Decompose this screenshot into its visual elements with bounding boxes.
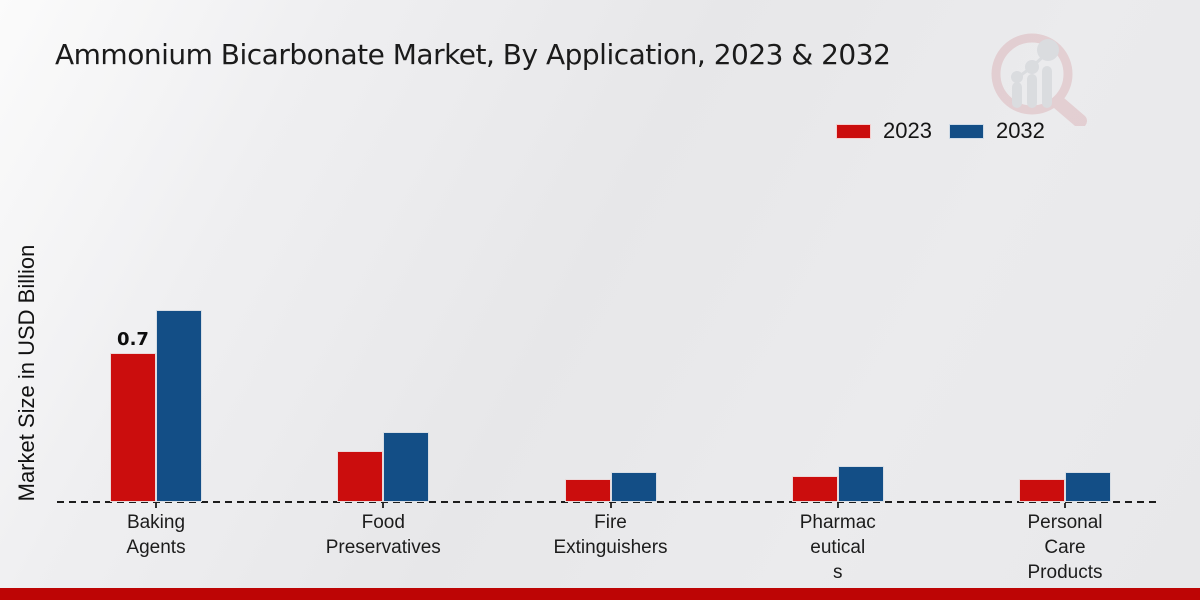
bar-value-label-2023-baking-agents: 0.7: [117, 329, 149, 350]
bar-icon-large: [1042, 66, 1052, 108]
x-axis-tick-personal-care-products: [1064, 503, 1066, 508]
bar-2032-fire-extinguishers: [610, 472, 657, 502]
x-axis-label-pharmaceuticals: Pharmac eutical s: [799, 512, 876, 584]
plot-area: Baking Agents Food Preservatives Fire Exti…: [57, 100, 1158, 583]
x-axis-label-baking-agents: Baking Agents: [126, 512, 186, 559]
bar-2032-food-preservatives: [383, 432, 430, 502]
bar-icon-small: [1012, 82, 1022, 108]
legend-label-2032: 2032: [995, 118, 1045, 143]
x-axis-label-food-preservatives: Food Preservatives: [325, 512, 441, 559]
bar-2023-personal-care-products: [1019, 479, 1065, 502]
legend-swatch-2023: [836, 123, 871, 139]
bar-2032-personal-care-products: [1065, 472, 1111, 502]
dot-icon-large: [1037, 39, 1059, 61]
bar-2023-food-preservatives: [337, 451, 384, 502]
bar-2023-pharmaceuticals: [791, 476, 838, 502]
footer-accent-bar: [0, 588, 1200, 600]
dot-icon-small: [1011, 71, 1023, 83]
bar-2023-fire-extinguishers: [564, 479, 611, 502]
legend-item-2023: 2023: [836, 118, 932, 144]
dot-icon-medium: [1025, 60, 1039, 74]
x-axis-tick-fire-extinguishers: [609, 503, 612, 508]
chart-title: Ammonium Bicarbonate Market, By Applicat…: [55, 38, 891, 71]
magnifier-lens-icon: [991, 33, 1073, 115]
x-axis-label-personal-care-products: Personal Care Products: [1027, 512, 1103, 584]
trend-line-icon: [1016, 50, 1050, 80]
bar-2032-pharmaceuticals: [837, 466, 884, 502]
legend-item-2032: 2032: [948, 118, 1045, 144]
x-axis-baseline: [57, 501, 1158, 503]
magnifier-handle-icon: [1052, 96, 1087, 126]
x-axis-tick-baking-agents: [155, 503, 157, 508]
bar-icon-medium: [1027, 74, 1037, 108]
x-axis-tick-pharmaceuticals: [836, 503, 839, 508]
bar-2032-baking-agents: [156, 310, 202, 502]
chart-legend: 2023 2032: [836, 118, 1045, 144]
x-axis-label-fire-extinguishers: Fire Extinguishers: [553, 512, 668, 559]
legend-label-2023: 2023: [883, 118, 932, 143]
x-axis-tick-food-preservatives: [382, 503, 385, 508]
market-research-logo-watermark: [991, 33, 1087, 126]
legend-swatch-2032: [948, 123, 984, 139]
y-axis-label: Market Size in USD Billion: [14, 244, 39, 502]
bar-2023-baking-agents: [110, 353, 156, 502]
